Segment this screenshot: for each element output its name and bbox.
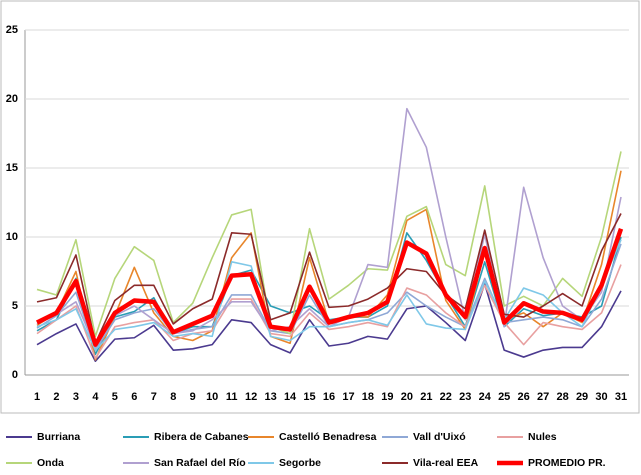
x-tick-label: 14 [284, 391, 297, 403]
x-tick-label: 4 [92, 391, 99, 403]
x-tick-label: 22 [440, 391, 452, 403]
legend-label: Vila-real EEA [413, 457, 479, 469]
x-tick-label: 6 [131, 391, 137, 403]
x-tick-label: 26 [518, 391, 530, 403]
legend-label: Vall d'Uixó [413, 431, 466, 443]
legend-label: Segorbe [279, 457, 321, 469]
y-tick-label: 25 [6, 24, 18, 36]
y-tick-label: 20 [6, 93, 18, 105]
x-tick-label: 28 [556, 391, 568, 403]
legend-label: Ribera de Cabanes [154, 431, 249, 443]
series-line [36, 283, 622, 362]
x-tick-label: 23 [459, 391, 471, 403]
x-tick-label: 30 [595, 391, 607, 403]
series-line [36, 213, 622, 345]
y-tick-label: 0 [12, 369, 18, 381]
series-line [36, 151, 622, 338]
y-tick-label: 15 [6, 162, 18, 174]
x-tick-label: 9 [190, 391, 196, 403]
x-tick-label: 11 [226, 391, 238, 403]
x-tick-label: 29 [576, 391, 588, 403]
legend-label: Nules [528, 431, 557, 443]
x-tick-label: 2 [53, 391, 59, 403]
x-tick-label: 31 [615, 391, 627, 403]
series-line [36, 239, 622, 351]
x-tick-label: 3 [73, 391, 79, 403]
x-tick-label: 21 [420, 391, 432, 403]
x-tick-label: 12 [245, 391, 257, 403]
x-tick-label: 25 [498, 391, 510, 403]
x-tick-label: 10 [206, 391, 218, 403]
legend-label: San Rafael del Río [154, 457, 246, 469]
series-line [36, 264, 622, 360]
x-tick-label: 8 [170, 391, 176, 403]
legend-label: Onda [37, 457, 64, 469]
x-tick-label: 18 [362, 391, 374, 403]
legend-label: PROMEDIO PR. [528, 457, 606, 469]
x-tick-label: 15 [303, 391, 315, 403]
series-line [35, 227, 624, 347]
legend-label: Burriana [37, 431, 80, 443]
x-tick-label: 16 [323, 391, 335, 403]
y-tick-label: 10 [6, 231, 18, 243]
y-tick-label: 5 [12, 300, 18, 312]
legend-label: Castelló Benadresa [279, 431, 377, 443]
x-tick-label: 1 [34, 391, 40, 403]
x-tick-label: 19 [381, 391, 393, 403]
chart-frame [0, 0, 640, 414]
x-tick-label: 5 [112, 391, 118, 403]
x-tick-label: 20 [401, 391, 413, 403]
x-tick-label: 24 [479, 391, 492, 403]
x-tick-label: 7 [151, 391, 157, 403]
x-tick-label: 27 [537, 391, 549, 403]
x-tick-label: 13 [264, 391, 276, 403]
x-tick-label: 17 [342, 391, 354, 403]
